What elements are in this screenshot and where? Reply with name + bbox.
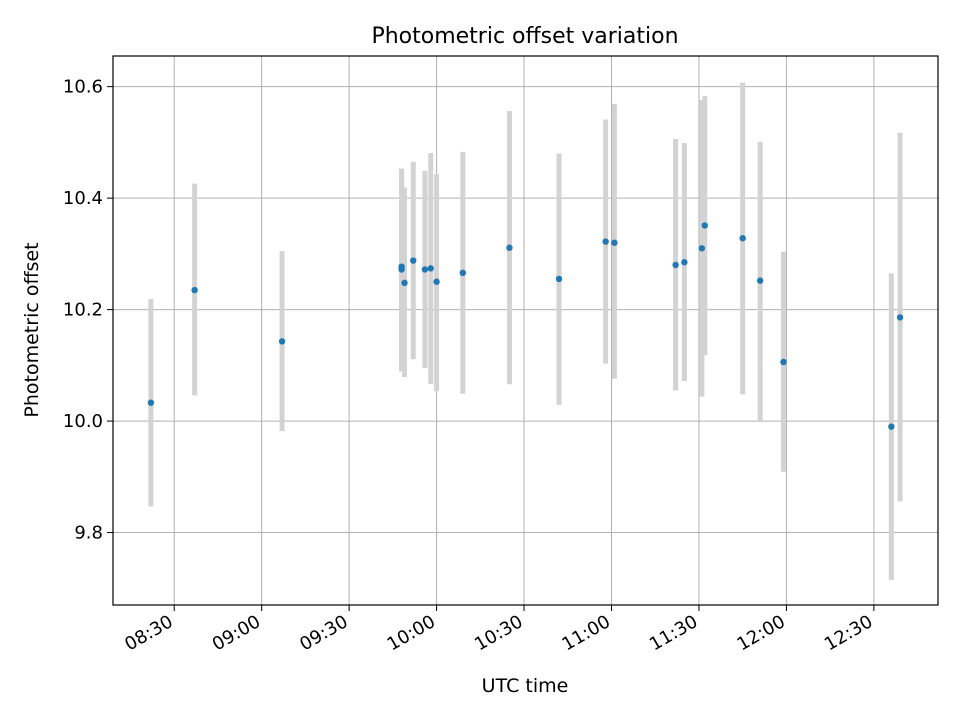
y-tick-label: 10.0 [63, 411, 103, 432]
data-point [147, 399, 155, 406]
data-point [672, 261, 679, 269]
data-point [555, 275, 563, 283]
data-point [888, 423, 895, 430]
data-point [602, 238, 609, 245]
data-point [611, 239, 618, 246]
y-tick-label: 10.6 [63, 77, 103, 98]
data-point [459, 269, 467, 277]
data-point [401, 279, 408, 287]
y-tick-label: 9.8 [74, 523, 103, 544]
data-point [410, 257, 417, 264]
y-tick-label: 10.2 [63, 300, 103, 321]
data-points [147, 222, 904, 430]
data-point [191, 286, 198, 294]
data-point [681, 259, 688, 266]
data-point [701, 222, 708, 229]
plot-frame [112, 55, 939, 606]
data-point [427, 265, 434, 272]
data-point [739, 235, 746, 242]
x-axis-label: UTC time [482, 675, 569, 697]
data-point [780, 358, 787, 366]
grid [113, 56, 938, 605]
data-point [506, 244, 513, 251]
data-point [421, 266, 429, 273]
data-point [756, 277, 764, 284]
data-point [278, 338, 286, 345]
data-point [398, 266, 405, 273]
data-point [433, 278, 440, 285]
y-axis-ticks: 9.8 10.0 10.2 10.4 10.6 [63, 77, 113, 544]
y-axis-label: Photometric offset [21, 242, 43, 417]
y-tick-label: 10.4 [63, 188, 103, 209]
chart-title: Photometric offset variation [371, 24, 678, 49]
data-point [896, 314, 904, 321]
data-point [698, 245, 706, 252]
